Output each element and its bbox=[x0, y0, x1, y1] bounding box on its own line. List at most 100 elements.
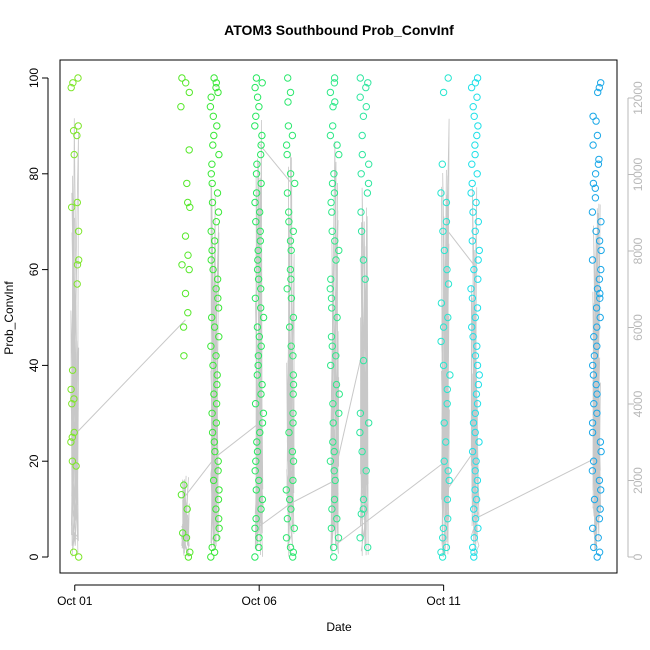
data-point bbox=[251, 553, 259, 561]
data-point bbox=[214, 457, 222, 465]
data-point bbox=[329, 438, 337, 446]
data-point bbox=[289, 313, 298, 322]
data-point bbox=[442, 438, 450, 446]
data-point bbox=[186, 548, 194, 556]
data-point bbox=[329, 103, 337, 111]
data-point bbox=[215, 333, 223, 341]
data-point bbox=[283, 515, 292, 523]
data-point bbox=[589, 179, 598, 188]
data-point bbox=[290, 524, 298, 532]
data-point bbox=[333, 313, 341, 322]
data-point bbox=[286, 170, 295, 178]
data-point bbox=[179, 323, 188, 331]
data-point bbox=[439, 524, 448, 532]
data-point bbox=[438, 553, 447, 561]
data-point bbox=[291, 179, 299, 188]
cluster-4 bbox=[282, 74, 299, 561]
data-point bbox=[254, 361, 262, 370]
data-point bbox=[326, 88, 335, 97]
data-point bbox=[328, 179, 337, 188]
data-point bbox=[68, 400, 76, 408]
data-point bbox=[594, 534, 602, 542]
data-point bbox=[207, 93, 215, 101]
data-point bbox=[251, 198, 259, 207]
right-tick-label: 2000 bbox=[631, 467, 645, 494]
data-point bbox=[68, 203, 76, 212]
data-point bbox=[327, 361, 335, 370]
data-point bbox=[359, 112, 368, 121]
data-point bbox=[208, 313, 216, 322]
data-point bbox=[357, 227, 366, 236]
data-point bbox=[329, 419, 337, 427]
data-point bbox=[330, 467, 338, 475]
data-point bbox=[283, 150, 291, 159]
data-point bbox=[442, 218, 451, 226]
data-point bbox=[592, 304, 601, 312]
data-point bbox=[255, 476, 263, 485]
plot-frame bbox=[59, 59, 618, 574]
data-point bbox=[475, 246, 483, 255]
data-point bbox=[184, 251, 192, 259]
data-point bbox=[181, 289, 190, 298]
secondary-connector-1 bbox=[185, 457, 216, 497]
data-point bbox=[253, 93, 262, 101]
data-point bbox=[256, 237, 264, 245]
right-tick-label: 6000 bbox=[631, 314, 645, 341]
data-point bbox=[596, 438, 605, 446]
data-point bbox=[329, 122, 337, 130]
data-point bbox=[593, 390, 601, 398]
data-point bbox=[212, 285, 220, 293]
data-point bbox=[361, 275, 369, 283]
data-point bbox=[472, 457, 480, 465]
data-point bbox=[335, 150, 343, 159]
data-point bbox=[439, 323, 448, 331]
right-tick-label: 0 bbox=[631, 553, 645, 560]
data-point bbox=[330, 447, 338, 456]
data-point bbox=[443, 385, 451, 394]
data-point bbox=[363, 189, 372, 197]
data-point bbox=[251, 467, 259, 475]
data-point bbox=[251, 524, 259, 532]
data-point bbox=[215, 524, 223, 532]
y-axis-label: Prob_ConvInf bbox=[2, 281, 16, 355]
data-point bbox=[286, 88, 295, 97]
data-point bbox=[215, 486, 223, 494]
secondary-connector-7 bbox=[334, 460, 446, 546]
right-y-axis: 0 2000 4000 6000 8000 10000 12000 bbox=[627, 81, 645, 560]
data-point bbox=[289, 548, 297, 556]
data-point bbox=[72, 462, 80, 470]
data-point bbox=[365, 160, 373, 168]
data-point bbox=[471, 515, 480, 523]
data-point bbox=[70, 548, 78, 556]
data-point bbox=[596, 313, 604, 322]
data-point bbox=[251, 294, 260, 302]
data-point bbox=[67, 83, 75, 92]
data-point bbox=[589, 141, 597, 149]
data-point bbox=[251, 83, 259, 92]
data-point bbox=[254, 256, 262, 264]
data-point bbox=[251, 122, 259, 130]
data-point bbox=[440, 246, 449, 255]
data-point bbox=[212, 83, 220, 92]
data-point bbox=[591, 170, 600, 178]
data-point bbox=[356, 93, 364, 101]
data-point bbox=[472, 390, 481, 398]
data-point bbox=[469, 333, 477, 341]
data-point bbox=[437, 189, 445, 197]
data-point bbox=[444, 313, 452, 322]
data-point bbox=[207, 227, 215, 236]
x-axis-label: Date bbox=[326, 620, 352, 634]
data-point bbox=[213, 189, 222, 197]
data-point bbox=[177, 103, 185, 111]
data-point bbox=[468, 447, 477, 456]
data-point bbox=[251, 400, 260, 408]
data-point bbox=[185, 265, 193, 274]
data-point bbox=[255, 543, 263, 552]
data-point bbox=[285, 218, 293, 226]
data-point bbox=[362, 83, 370, 92]
data-point bbox=[257, 505, 265, 513]
data-point bbox=[212, 419, 221, 427]
data-point bbox=[328, 304, 336, 312]
data-point bbox=[186, 203, 194, 212]
